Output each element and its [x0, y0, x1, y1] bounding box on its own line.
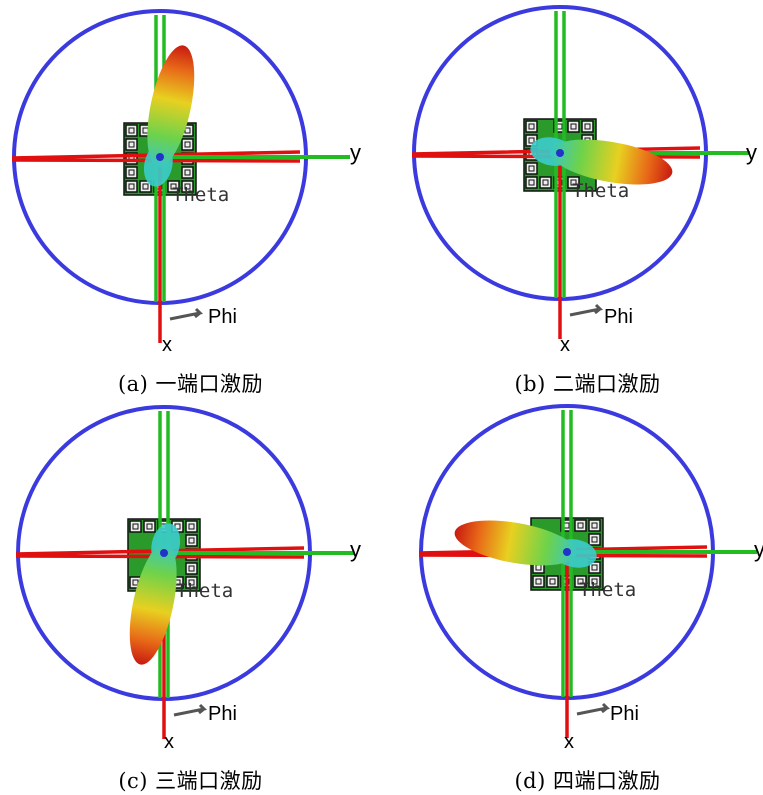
array-element: [186, 535, 197, 546]
panel-a: Theta y Phi x (a) 一端口激励: [0, 0, 381, 397]
array-element: [568, 121, 579, 132]
theta-label: Theta: [579, 579, 636, 601]
x-axis-label: x: [164, 731, 174, 754]
array-element: [526, 177, 537, 188]
array-element: [126, 181, 137, 192]
theta-label: Theta: [172, 184, 229, 206]
array-element: [126, 139, 137, 150]
array-element: [144, 521, 155, 532]
radiation-pattern-a: Theta: [0, 0, 381, 397]
phi-label: Phi: [610, 703, 639, 726]
y-axis-label: y: [746, 140, 757, 166]
array-element: [182, 167, 193, 178]
phi-arrow: [174, 705, 204, 715]
array-element: [126, 167, 137, 178]
phi-arrow: [170, 309, 200, 319]
caption-d: (d) 四端口激励: [397, 765, 763, 795]
phi-label: Phi: [208, 703, 237, 726]
origin-marker: [556, 149, 564, 157]
y-axis-label: y: [350, 537, 361, 563]
theta-label: Theta: [572, 180, 629, 202]
array-element: [130, 521, 141, 532]
radiation-pattern-c: Theta: [0, 397, 381, 794]
array-element: [182, 139, 193, 150]
panel-d: Theta y Phi x (d) 四端口激励: [397, 397, 763, 794]
x-axis-label: x: [564, 731, 574, 754]
caption-c: (c) 三端口激励: [0, 765, 381, 795]
phi-label: Phi: [604, 306, 633, 329]
panel-b: Theta y Phi x (b) 二端口激励: [397, 0, 763, 397]
array-element: [547, 576, 558, 587]
y-axis-label: y: [350, 140, 361, 166]
x-axis-label: x: [162, 334, 172, 357]
radiation-pattern-d: Theta: [397, 397, 763, 794]
phi-label: Phi: [208, 306, 237, 329]
caption-b: (b) 二端口激励: [397, 368, 763, 398]
array-element: [589, 520, 600, 531]
theta-label: Theta: [176, 580, 233, 602]
array-element: [533, 576, 544, 587]
array-element: [526, 163, 537, 174]
origin-marker: [160, 549, 168, 557]
array-element: [186, 563, 197, 574]
y-axis-label: y: [754, 537, 763, 563]
radiation-pattern-b: Theta: [397, 0, 763, 397]
array-element: [186, 521, 197, 532]
origin-marker: [563, 548, 571, 556]
phi-arrow: [577, 704, 607, 714]
array-element: [575, 520, 586, 531]
array-element: [126, 125, 137, 136]
x-axis-label: x: [560, 334, 570, 357]
origin-marker: [156, 153, 164, 161]
array-element: [540, 177, 551, 188]
array-element: [526, 121, 537, 132]
array-element: [582, 121, 593, 132]
caption-a: (a) 一端口激励: [0, 368, 381, 398]
panel-c: Theta y Phi x (c) 三端口激励: [0, 397, 381, 794]
phi-arrow: [570, 305, 600, 315]
array-element: [589, 534, 600, 545]
